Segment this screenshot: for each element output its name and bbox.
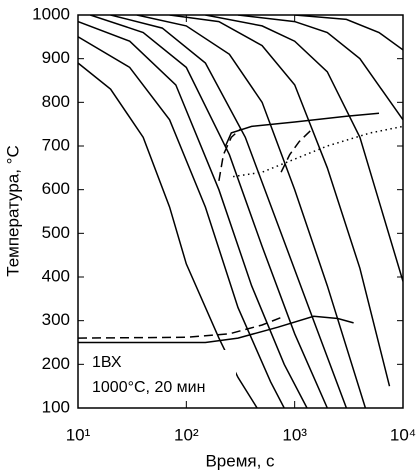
curve (169, 15, 391, 387)
x-tick-label: 10² (174, 425, 199, 444)
curve (90, 15, 328, 408)
y-tick-label: 900 (42, 48, 70, 67)
y-tick-label: 1000 (32, 4, 70, 23)
curve (294, 15, 403, 51)
curve (205, 15, 403, 282)
curve (218, 127, 312, 182)
plot-lines (78, 15, 403, 408)
curve (110, 15, 348, 408)
curve (232, 125, 403, 178)
y-tick-label: 200 (42, 354, 70, 373)
y-tick-label: 600 (42, 179, 70, 198)
y-tick-label: 500 (42, 223, 70, 242)
y-tick-label: 700 (42, 135, 70, 154)
curve (78, 36, 285, 408)
y-axis-label: Температура, °C (3, 145, 22, 276)
x-axis-label: Время, с (205, 451, 275, 470)
y-tick-label: 100 (42, 397, 70, 416)
annotation-background (86, 350, 236, 402)
x-tick-label: 10⁴ (390, 425, 416, 444)
y-tick-label: 300 (42, 310, 70, 329)
curve (224, 112, 380, 147)
curve (78, 20, 308, 408)
plot-frame (77, 14, 404, 409)
curve (237, 15, 403, 121)
curve (136, 15, 367, 408)
x-tick-label: 10¹ (66, 425, 91, 444)
annotation: 1000°C, 20 мин (92, 379, 205, 396)
curve (78, 315, 354, 344)
annotation: 1ВХ (92, 354, 122, 371)
y-tick-label: 400 (42, 266, 70, 285)
y-tick-label: 800 (42, 92, 70, 111)
x-tick-label: 10³ (282, 425, 307, 444)
curve (78, 315, 285, 339)
